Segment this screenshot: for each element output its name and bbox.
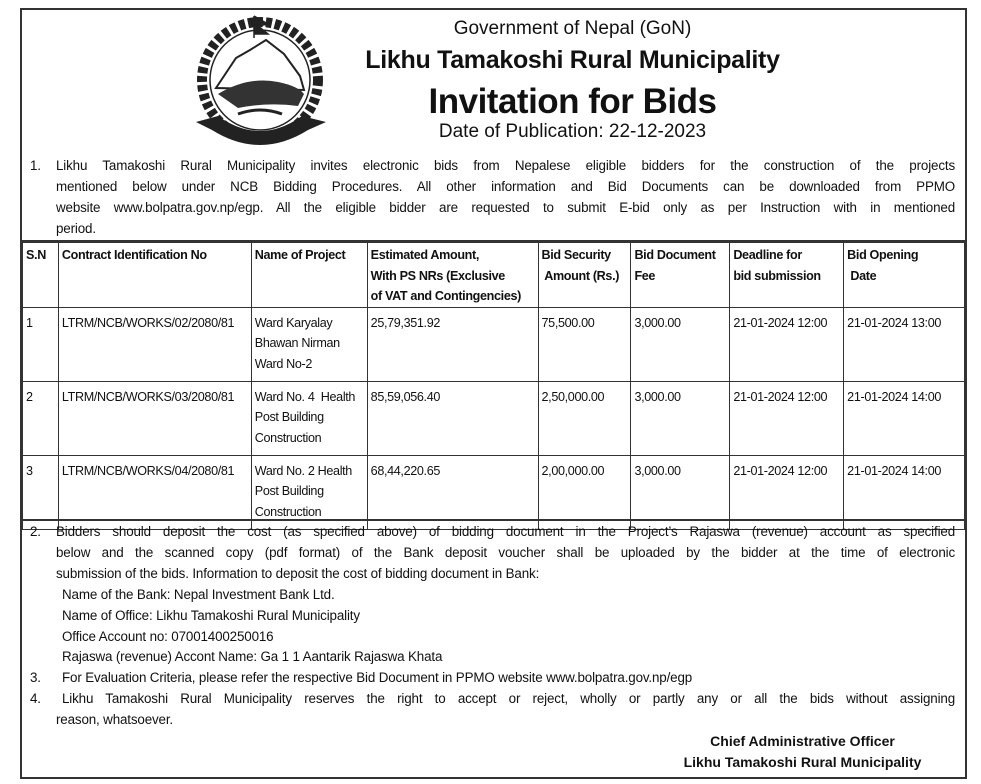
column-header-line: With PS NRs (Exclusive — [370, 268, 506, 283]
project-name-line: Ward No. 2 Health — [254, 463, 353, 478]
column-header-line: Name of Project — [254, 248, 346, 262]
table-row: 2 LTRM/NCB/WORKS/03/2080/81 Ward No. 4 Hea… — [22, 380, 965, 456]
column-header: Estimated Amount, With PS NRs (Exclusive o… — [366, 242, 539, 308]
signatory-office: Likhu Tamakoshi Rural Municipality — [683, 754, 922, 770]
column-header-line: Bid Security — [541, 248, 612, 262]
section-4: 4. Likhu Tamakoshi Rural Municipality re… — [30, 689, 955, 731]
publication-date: Date of Publication: 22-12-2023 — [438, 121, 707, 142]
paragraph-line: reason, whatsoever. — [56, 712, 173, 728]
project-name-line: Construction — [254, 504, 322, 519]
cell-submission-deadline: 21-01-2024 12:00 — [729, 306, 845, 382]
cell-project-name: Ward Karyalay Bhawan Nirman Ward No-2 — [250, 306, 368, 382]
table-row: 3 LTRM/NCB/WORKS/04/2080/81 Ward No. 2 Hea… — [22, 454, 965, 530]
section-3: 3. For Evaluation Criteria, please refer… — [30, 668, 955, 689]
project-name-line: Ward No-2 — [254, 356, 313, 371]
municipality-name: Likhu Tamakoshi Rural Municipality — [365, 46, 780, 74]
section-number: 4. — [30, 691, 41, 707]
table-row: 1 LTRM/NCB/WORKS/02/2080/81 Ward Karyalay B… — [22, 306, 965, 382]
project-name-line: Post Building — [254, 410, 324, 424]
nepal-government-emblem-icon — [196, 15, 326, 145]
paragraph-line: mentioned below under NCB Bidding Proced… — [56, 178, 955, 194]
column-header: Bid Document Fee — [630, 242, 731, 308]
cell-document-fee: 3,000.00 — [630, 306, 731, 382]
cell-estimated-amount: 25,79,351.92 — [366, 306, 539, 382]
project-name-line: Construction — [254, 430, 322, 445]
signatory-title: Chief Administrative Officer — [710, 733, 895, 749]
column-header-line: bid submission — [733, 268, 821, 283]
section-number: 1. — [30, 158, 41, 173]
cell-document-fee: 3,000.00 — [630, 454, 731, 530]
cell-bid-security: 75,500.00 — [537, 306, 632, 382]
column-header-line: Bid Document — [634, 248, 716, 262]
paragraph-line: For Evaluation Criteria, please refer th… — [62, 670, 693, 686]
section-2: 2. Bidders should deposit the cost (as s… — [30, 522, 955, 668]
cell-document-fee: 3,000.00 — [630, 380, 731, 456]
column-header-line: Deadline for — [733, 248, 802, 262]
revenue-account-name: Rajaswa (revenue) Accont Name: Ga 1 1 Aa… — [62, 649, 443, 665]
column-header: Bid Security Amount (Rs.) — [537, 242, 632, 308]
cell-opening-date: 21-01-2024 13:00 — [843, 306, 965, 382]
bank-name: Name of the Bank: Nepal Investment Bank … — [62, 586, 335, 602]
cell-contract-id: LTRM/NCB/WORKS/03/2080/81 — [57, 380, 252, 456]
signature-block: Chief Administrative Officer Likhu Tamak… — [660, 731, 945, 773]
column-header: Contract Identification No — [57, 242, 252, 308]
column-header-line: Estimated Amount, — [370, 248, 480, 262]
paragraph-line: Likhu Tamakoshi Rural Municipality invit… — [56, 158, 955, 173]
paragraph-line: Bidders should deposit the cost (as spec… — [56, 524, 955, 539]
column-header: Deadline for bid submission — [729, 242, 845, 308]
project-name-line: Bhawan Nirman — [254, 336, 340, 350]
cell-bid-security: 2,50,000.00 — [537, 380, 632, 456]
cell-contract-id: LTRM/NCB/WORKS/04/2080/81 — [57, 454, 252, 530]
cell-opening-date: 21-01-2024 14:00 — [843, 454, 965, 530]
cell-opening-date: 21-01-2024 14:00 — [843, 380, 965, 456]
page-title: Invitation for Bids — [428, 82, 718, 121]
column-header: Name of Project — [250, 242, 368, 308]
cell-bid-security: 2,00,000.00 — [537, 454, 632, 530]
project-name-line: Post Building — [254, 484, 324, 498]
cell-serial-number: 3 — [22, 454, 59, 530]
paragraph-line: Likhu Tamakoshi Rural Municipality reser… — [62, 691, 955, 707]
divider — [22, 519, 965, 521]
column-header-line: Fee — [634, 268, 656, 283]
paragraph-line: website www.bolpatra.gov.np/egp. All the… — [56, 199, 955, 215]
office-name: Name of Office: Likhu Tamakoshi Rural Mu… — [62, 607, 360, 623]
section-1: 1. Likhu Tamakoshi Rural Municipality in… — [30, 156, 955, 240]
notice-border — [20, 8, 967, 779]
paragraph-line: period. — [56, 220, 96, 236]
column-header: Bid Opening Date — [843, 242, 965, 308]
cell-estimated-amount: 85,59,056.40 — [366, 380, 539, 456]
column-header-line: Date — [847, 268, 877, 283]
cell-serial-number: 2 — [22, 380, 59, 456]
cell-project-name: Ward No. 4 Health Post Building Constructi… — [250, 380, 368, 456]
cell-serial-number: 1 — [22, 306, 59, 382]
column-header: S.N — [22, 242, 59, 308]
column-header-line: of VAT and Contingencies) — [370, 289, 522, 303]
project-name-line: Ward Karyalay — [254, 315, 333, 330]
section-number: 3. — [30, 670, 41, 686]
cell-project-name: Ward No. 2 Health Post Building Constructi… — [250, 454, 368, 530]
section-2-4: 2. Bidders should deposit the cost (as s… — [30, 522, 955, 731]
table-header-row: S.N Contract Identification No Name of Pro… — [22, 242, 965, 308]
cell-estimated-amount: 68,44,220.65 — [366, 454, 539, 530]
paragraph-line: submission of the bids. Information to d… — [56, 565, 540, 581]
cell-contract-id: LTRM/NCB/WORKS/02/2080/81 — [57, 306, 252, 382]
account-number: Office Account no: 07001400250016 — [62, 628, 274, 644]
column-header-line: Amount (Rs.) — [541, 268, 620, 283]
column-header-line: S.N — [26, 248, 46, 262]
bids-table: S.N Contract Identification No Name of Pro… — [22, 242, 965, 530]
column-header-line: Bid Opening — [847, 248, 919, 262]
government-name: Government of Nepal (GoN) — [453, 18, 692, 39]
section-number: 2. — [30, 524, 41, 539]
project-name-line: Ward No. 4 Health — [254, 389, 356, 404]
cell-submission-deadline: 21-01-2024 12:00 — [729, 380, 845, 456]
divider — [22, 240, 965, 242]
paragraph-line: below and the scanned copy (pdf format) … — [56, 544, 955, 560]
column-header-line: Contract Identification No — [61, 248, 207, 262]
cell-submission-deadline: 21-01-2024 12:00 — [729, 454, 845, 530]
